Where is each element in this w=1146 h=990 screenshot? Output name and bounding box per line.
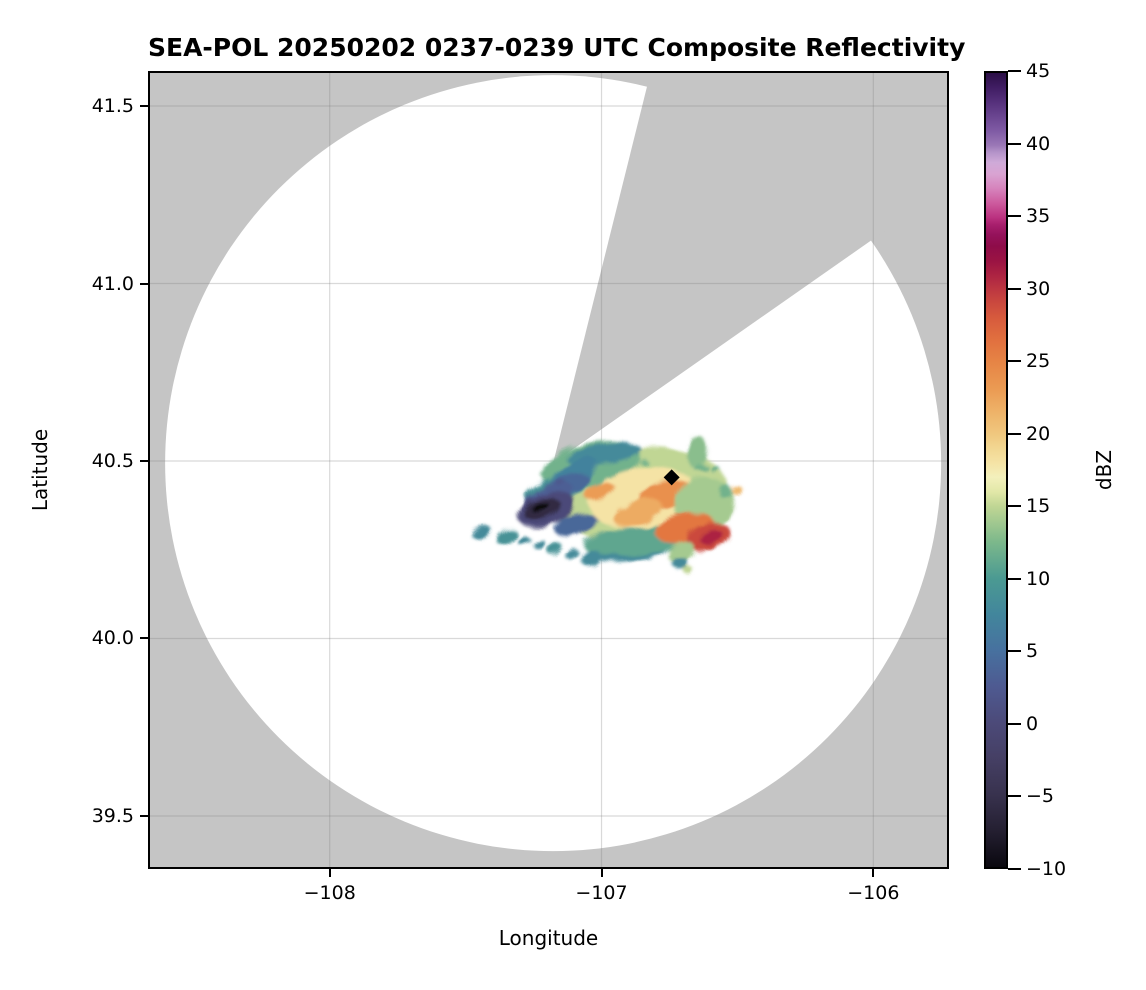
echo-blob bbox=[730, 486, 743, 495]
colorbar-tick bbox=[1008, 70, 1021, 72]
y-axis-tick bbox=[140, 460, 148, 462]
x-axis-tick bbox=[328, 869, 331, 877]
colorbar-tick-label: 10 bbox=[1026, 567, 1051, 590]
colorbar-tick-label: −5 bbox=[1026, 785, 1055, 808]
echo-blob bbox=[531, 502, 549, 512]
echo-blob bbox=[683, 566, 693, 574]
x-axis-label: Longitude bbox=[498, 926, 599, 950]
colorbar-tick-label: 20 bbox=[1026, 422, 1051, 445]
colorbar-tick-label: 5 bbox=[1026, 640, 1039, 663]
colorbar-tick bbox=[1008, 577, 1021, 580]
echo-blob bbox=[554, 512, 598, 537]
colorbar-tick-label: 25 bbox=[1026, 350, 1051, 373]
x-axis-tick bbox=[872, 869, 875, 877]
colorbar-tick-label: 35 bbox=[1026, 205, 1051, 228]
radar-map-canvas bbox=[148, 71, 949, 869]
echo-blob bbox=[584, 482, 616, 501]
colorbar-tick-label: 40 bbox=[1026, 132, 1051, 155]
site-marker-diamond bbox=[663, 469, 680, 486]
colorbar-tick-label: 45 bbox=[1026, 60, 1051, 82]
x-axis-tick-label: −107 bbox=[575, 882, 628, 904]
echo-blob bbox=[546, 542, 562, 554]
figure-title: SEA-POL 20250202 0237-0239 UTC Composite… bbox=[148, 33, 966, 62]
colorbar-tick-label: 0 bbox=[1026, 712, 1039, 735]
y-axis-tick bbox=[140, 637, 148, 640]
echo-blob bbox=[471, 525, 491, 539]
y-axis-tick bbox=[140, 814, 148, 817]
colorbar-tick bbox=[1008, 650, 1021, 653]
echo-blob bbox=[685, 436, 708, 469]
x-axis-tick bbox=[600, 869, 603, 877]
plot-border bbox=[148, 71, 949, 869]
y-axis-tick bbox=[140, 282, 148, 285]
colorbar bbox=[984, 71, 1008, 869]
x-axis-tick-label: −108 bbox=[303, 882, 356, 904]
y-axis-tick-label: 40.5 bbox=[91, 450, 134, 472]
plot-area bbox=[148, 71, 949, 869]
echo-blob bbox=[672, 556, 688, 569]
x-axis-tick-label: −106 bbox=[847, 882, 900, 904]
echo-blob bbox=[668, 540, 695, 563]
y-axis-tick-label: 39.5 bbox=[91, 804, 134, 827]
echo-blob bbox=[565, 549, 579, 559]
blocked-sector-wedge bbox=[553, 71, 949, 464]
y-axis-tick-label: 40.0 bbox=[91, 627, 134, 650]
colorbar-tick-label: 15 bbox=[1026, 495, 1051, 518]
colorbar-tick bbox=[1008, 868, 1021, 870]
y-axis-tick-label: 41.0 bbox=[91, 272, 134, 295]
colorbar-tick bbox=[1008, 432, 1021, 435]
colorbar-tick bbox=[1008, 505, 1021, 508]
colorbar-label: dBZ bbox=[1092, 449, 1116, 491]
y-axis-label: Latitude bbox=[28, 428, 52, 512]
echo-blob bbox=[581, 549, 601, 567]
colorbar-tick bbox=[1008, 360, 1021, 363]
echo-blob bbox=[693, 465, 710, 471]
y-axis-tick-label: 41.5 bbox=[91, 95, 134, 117]
y-axis-tick bbox=[140, 105, 148, 107]
colorbar-tick bbox=[1008, 215, 1021, 218]
echo-blob bbox=[614, 498, 662, 528]
colorbar-tick bbox=[1008, 287, 1021, 290]
echo-blob bbox=[639, 459, 648, 465]
echo-blob bbox=[533, 539, 545, 549]
colorbar-tick bbox=[1008, 142, 1021, 145]
colorbar-tick bbox=[1008, 795, 1021, 798]
echo-blob bbox=[556, 480, 566, 486]
reflectivity-echo bbox=[471, 436, 743, 574]
colorbar-tick-label: 30 bbox=[1026, 277, 1051, 300]
echo-blob bbox=[711, 467, 721, 473]
colorbar-tick bbox=[1008, 722, 1021, 725]
echo-blob bbox=[518, 536, 530, 546]
echo-blob bbox=[699, 529, 723, 545]
echo-blob bbox=[496, 529, 518, 545]
echo-blob bbox=[718, 484, 731, 499]
colorbar-tick-label: −10 bbox=[1026, 858, 1067, 880]
